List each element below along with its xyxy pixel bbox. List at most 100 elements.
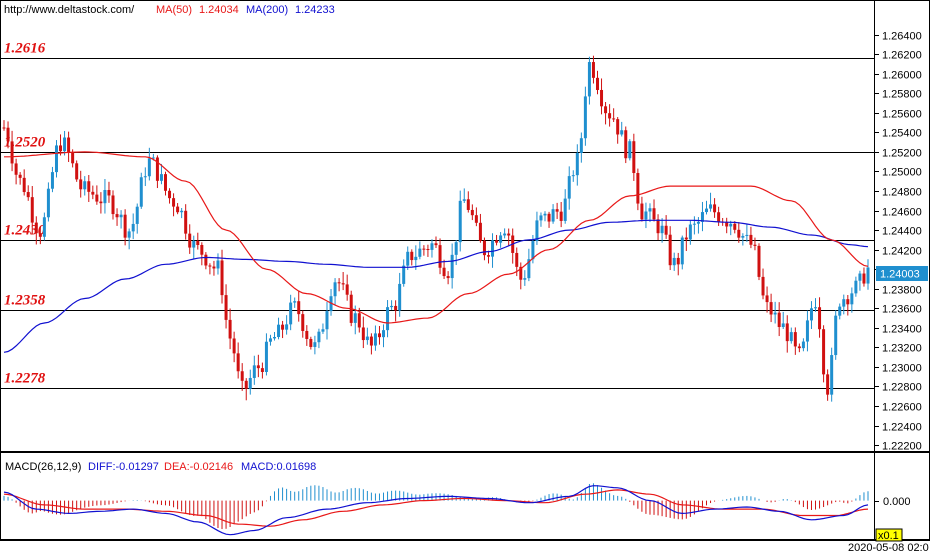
ma50-value: 1.24034: [199, 4, 239, 16]
candle-body: [624, 130, 628, 159]
candle-body: [575, 152, 579, 176]
candle-body: [628, 141, 632, 159]
candle-body: [499, 235, 503, 243]
candle-body: [587, 62, 591, 97]
candle-body: [240, 371, 244, 381]
candle-body: [414, 256, 418, 261]
y-tick-label: 1.24600: [882, 207, 922, 219]
candle-body: [42, 217, 46, 237]
candle-body: [67, 137, 71, 153]
y-tick-label: 1.23400: [882, 324, 922, 336]
candle-body: [123, 214, 127, 238]
candle-body: [571, 175, 575, 177]
candle-body: [131, 223, 135, 232]
candle-body: [14, 163, 18, 175]
candle-body: [264, 341, 268, 372]
candle-body: [212, 266, 216, 269]
candle-body: [777, 312, 781, 328]
site-url[interactable]: http://www.deltastock.com/: [4, 4, 135, 16]
candle-body: [442, 267, 446, 277]
candle-body: [30, 197, 34, 223]
candle-body: [519, 266, 523, 280]
candle-body: [753, 244, 757, 246]
ma200-value: 1.24233: [295, 4, 335, 16]
candle-body: [769, 302, 773, 315]
candle-body: [353, 313, 357, 323]
candle-body: [71, 152, 75, 164]
candle-body: [192, 240, 196, 248]
y-tick-label: 1.22200: [882, 441, 922, 453]
candle-body: [789, 332, 793, 342]
macd-diff-line: [3, 485, 869, 536]
candle-body: [583, 96, 587, 139]
candle-body: [38, 233, 42, 237]
candle-body: [248, 377, 252, 389]
candle-body: [466, 199, 470, 210]
candle-body: [801, 341, 805, 349]
candle-body: [341, 283, 345, 285]
candle-body: [313, 342, 317, 347]
candle-body: [2, 127, 6, 129]
candle-body: [854, 280, 858, 294]
candle-body: [216, 260, 220, 269]
candle-body: [450, 254, 454, 279]
candle-body: [365, 336, 369, 341]
candle-body: [632, 141, 636, 174]
candle-body: [612, 118, 616, 120]
candle-body: [386, 307, 390, 331]
candle-body: [688, 224, 692, 240]
y-tick-label: 1.24800: [882, 187, 922, 199]
candle-body: [515, 252, 519, 267]
candle-body: [680, 237, 684, 265]
zoom-label[interactable]: x0.1: [878, 530, 899, 542]
candle-body: [410, 251, 414, 261]
candle-body: [369, 336, 373, 346]
candle-body: [809, 308, 813, 321]
candle-body: [636, 173, 640, 204]
candle-body: [176, 206, 180, 213]
candle-body: [822, 329, 826, 375]
candle-body: [59, 145, 63, 152]
candle-body: [834, 315, 838, 356]
current-price-label: 1.24003: [880, 269, 920, 281]
candle-body: [252, 365, 256, 378]
ma50-label: MA(50): [156, 4, 192, 16]
candle-body: [535, 220, 539, 242]
candle-body: [357, 313, 361, 328]
candle-body: [50, 172, 54, 189]
y-tick-label: 1.25800: [882, 89, 922, 101]
candle-body: [256, 365, 260, 369]
candle-body: [224, 295, 228, 320]
candle-body: [737, 229, 741, 238]
candle-body: [486, 255, 490, 257]
candle-body: [305, 330, 309, 339]
level-label: 1.2520: [4, 135, 46, 151]
candle-body: [842, 299, 846, 307]
candle-body: [858, 273, 862, 281]
candle-body: [668, 234, 672, 266]
level-label: 1.2358: [4, 293, 46, 309]
ma200-line: [3, 219, 869, 353]
candle-body: [208, 265, 212, 267]
zoom-box[interactable]: [875, 528, 903, 542]
candle-body: [18, 174, 22, 178]
candle-body: [268, 338, 272, 342]
candle-body: [551, 209, 555, 222]
candle-body: [684, 237, 688, 240]
macd-label: MACD(26,12,9): [5, 461, 81, 473]
candle-body: [196, 240, 200, 245]
candle-body: [616, 119, 620, 135]
candle-body: [454, 242, 458, 255]
candle-body: [604, 106, 608, 114]
candle-body: [491, 240, 495, 257]
candle-body: [244, 380, 248, 389]
candle-body: [644, 211, 648, 220]
candle-body: [700, 212, 704, 222]
candle-body: [159, 174, 163, 181]
candle-body: [377, 333, 381, 338]
candle-body: [773, 312, 777, 315]
ma200-label: MA(200): [246, 4, 288, 16]
candle-body: [345, 284, 349, 295]
candle-body: [184, 210, 188, 234]
